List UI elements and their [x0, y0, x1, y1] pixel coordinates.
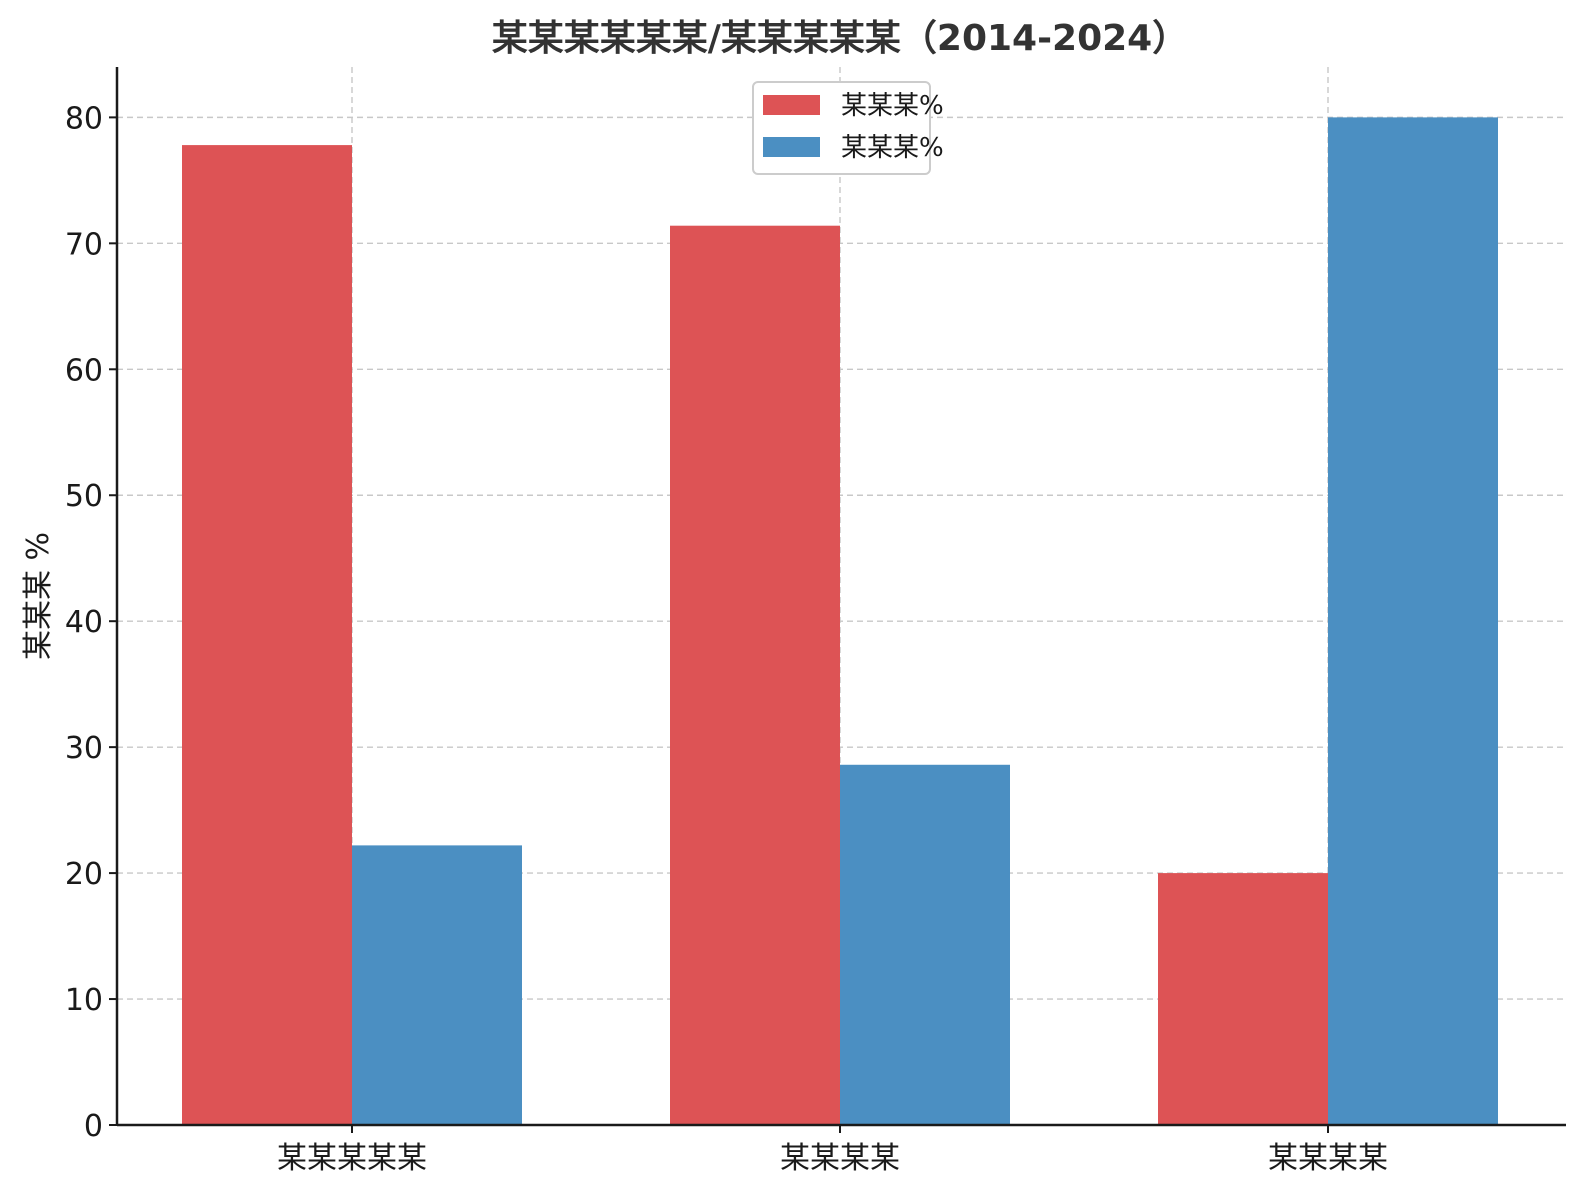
- y-tick-label: 40: [65, 605, 103, 640]
- bar-series0-cat0: [182, 145, 352, 1126]
- legend-label: 某某某%: [841, 133, 944, 163]
- bars-layer: [182, 117, 1498, 1126]
- y-tick-label: 20: [65, 857, 103, 892]
- y-tick-label: 50: [65, 479, 103, 514]
- y-tick-label: 70: [65, 227, 103, 262]
- y-tick-label: 80: [65, 101, 103, 136]
- y-tick-label: 60: [65, 353, 103, 388]
- bar-series0-cat1: [670, 225, 840, 1125]
- legend-swatch: [763, 137, 820, 157]
- legend-label: 某某某%: [841, 91, 944, 121]
- y-axis-label: 某某某 %: [21, 532, 56, 660]
- bar-series0-cat2: [1158, 873, 1328, 1125]
- y-tick-label: 30: [65, 731, 103, 766]
- legend: 某某某% 某某某%: [752, 81, 944, 175]
- chart-title: 某某某某某某/某某某某某（2014-2024）: [492, 18, 1188, 59]
- y-tick-label: 10: [65, 983, 103, 1018]
- x-tick-label: 某某某某: [1268, 1141, 1388, 1176]
- x-tick-label: 某某某某某: [277, 1141, 427, 1176]
- bar-series1-cat2: [1328, 117, 1498, 1125]
- bar-series1-cat1: [840, 764, 1010, 1125]
- bar-series1-cat0: [352, 845, 522, 1125]
- y-tick-label: 0: [84, 1109, 103, 1144]
- legend-swatch: [763, 95, 820, 115]
- x-tick-label: 某某某某: [780, 1141, 900, 1176]
